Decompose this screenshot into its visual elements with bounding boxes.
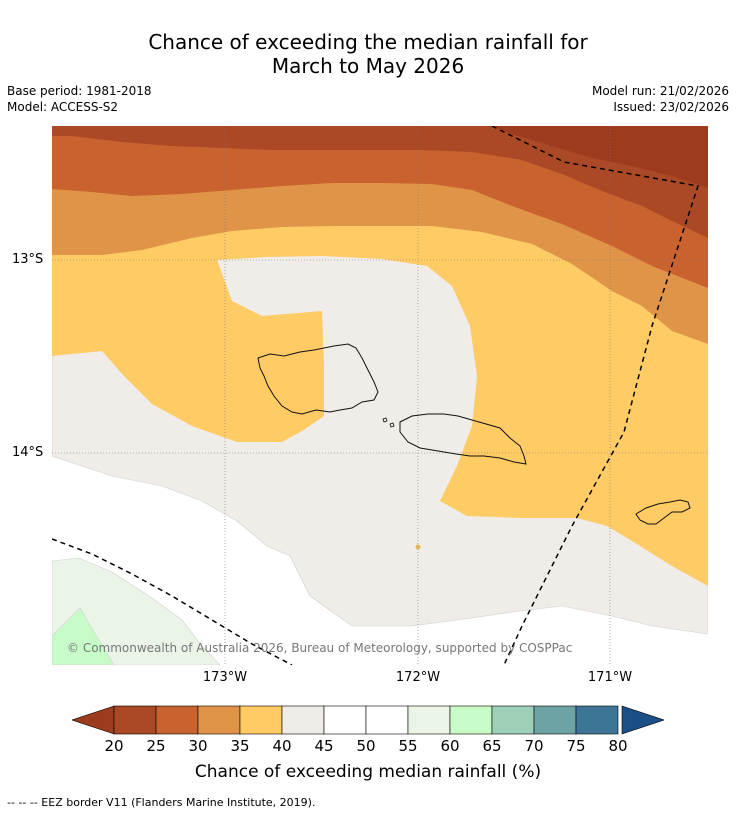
colorbar-under-arrow xyxy=(72,705,115,735)
colorbar-tick-70: 70 xyxy=(524,737,544,755)
model-run: Model run: 21/02/2026 xyxy=(591,84,729,98)
colorbar-tick-80: 80 xyxy=(608,737,628,755)
map-title: Chance of exceeding the median rainfall … xyxy=(0,30,736,78)
colorbar-cell-30-35 xyxy=(197,705,241,735)
colorbar-over-arrow xyxy=(621,705,664,735)
eez-border xyxy=(52,126,699,665)
colorbar-tick-50: 50 xyxy=(356,737,376,755)
colorbar-cell-55-60 xyxy=(407,705,451,735)
lat-label-14s: 14°S xyxy=(12,445,44,460)
colorbar-tick-60: 60 xyxy=(440,737,460,755)
lat-label-13s: 13°S xyxy=(12,252,44,267)
colorbar-cell-35-40 xyxy=(239,705,283,735)
model-name: Model: ACCESS-S2 xyxy=(7,100,119,114)
region-20-25 xyxy=(52,126,708,238)
colorbar-title: Chance of exceeding median rainfall (%) xyxy=(194,762,542,782)
colorbar-cell-50-55 xyxy=(365,705,409,735)
savaii-island xyxy=(257,343,379,415)
colorbar-cell-45-50 xyxy=(323,705,367,735)
colorbar-tick-75: 75 xyxy=(566,737,586,755)
copyright-text: © Commonwealth of Australia 2026, Bureau… xyxy=(67,641,573,655)
colorbar-tick-20: 20 xyxy=(104,737,124,755)
lon-label-172w: 172°W xyxy=(395,670,441,685)
colorbar-tick-55: 55 xyxy=(398,737,418,755)
gridlines xyxy=(52,126,708,665)
colorbar-cell-65-70 xyxy=(491,705,535,735)
region-under-20 xyxy=(492,126,708,188)
colorbar-cell-70-75 xyxy=(533,705,577,735)
region-60-65 xyxy=(52,607,115,665)
colorbar-cells xyxy=(113,705,619,735)
colorbar-tick-25: 25 xyxy=(146,737,166,755)
colorbar-tick-30: 30 xyxy=(188,737,208,755)
title-line-1: Chance of exceeding the median rainfall … xyxy=(148,30,588,54)
colorbar-cell-25-30 xyxy=(155,705,199,735)
title-line-2: March to May 2026 xyxy=(271,54,465,78)
issued-date: Issued: 23/02/2026 xyxy=(613,100,729,114)
map-panel xyxy=(52,126,708,665)
colorbar-tick-40: 40 xyxy=(272,737,292,755)
colorbar-tick-45: 45 xyxy=(314,737,334,755)
eez-footnote: -- -- -- EEZ border V11 (Flanders Marine… xyxy=(7,796,316,809)
colorbar-tick-65: 65 xyxy=(482,737,502,755)
lon-label-173w: 173°W xyxy=(202,670,248,685)
colorbar xyxy=(72,705,664,735)
colorbar-cell-20-25 xyxy=(113,705,157,735)
base-period: Base period: 1981-2018 xyxy=(7,84,152,98)
region-35-40 xyxy=(52,214,708,586)
colorbar-cell-60-65 xyxy=(449,705,493,735)
upolu-island xyxy=(399,413,527,465)
lon-label-171w: 171°W xyxy=(587,670,633,685)
colorbar-tick-35: 35 xyxy=(230,737,250,755)
apolima-manono-islets xyxy=(382,417,395,428)
meta-right: Model run: 21/02/2026 Issued: 23/02/2026 xyxy=(592,83,729,115)
colorbar-cell-40-45 xyxy=(281,705,325,735)
tutuila-island xyxy=(635,499,691,525)
colorbar-cell-75-80 xyxy=(575,705,619,735)
meta-left: Base period: 1981-2018 Model: ACCESS-S2 xyxy=(7,83,152,115)
